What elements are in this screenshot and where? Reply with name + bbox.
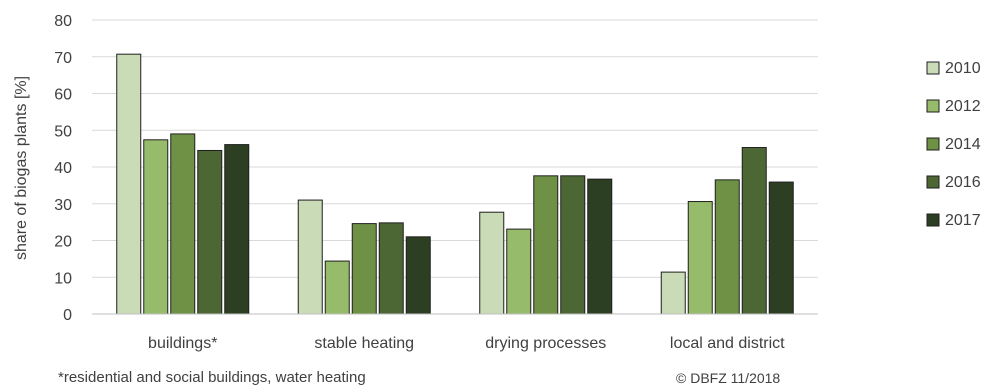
y-tick-label: 10 (54, 270, 72, 287)
legend-label: 2012 (945, 98, 981, 115)
bar-2017-2 (587, 178, 613, 315)
bar-2010-3 (660, 271, 686, 315)
bar-2017-0 (224, 144, 250, 315)
legend-label: 2014 (945, 136, 981, 153)
y-axis-ticks: 0 10 20 30 40 50 60 70 80 (54, 13, 72, 324)
y-tick-label: 70 (54, 50, 72, 67)
bar-2014-2 (533, 175, 559, 315)
legend: 2010 2012 2014 2016 2017 (926, 60, 981, 229)
legend-label: 2010 (945, 60, 981, 77)
bar-2012-3 (687, 201, 713, 315)
legend-label: 2016 (945, 174, 981, 191)
y-tick-label: 20 (54, 234, 72, 251)
category-label: drying processes (485, 335, 606, 352)
bars (116, 53, 794, 315)
y-tick-label: 30 (54, 197, 72, 214)
y-tick-label: 40 (54, 160, 72, 177)
bar-2014-1 (351, 223, 377, 315)
y-tick-label: 50 (54, 123, 72, 140)
y-axis-title: share of biogas plants [%] (13, 76, 30, 260)
legend-swatch-2017 (926, 213, 940, 227)
bar-2012-1 (324, 260, 350, 315)
bar-2012-2 (506, 228, 532, 315)
bar-2016-1 (378, 222, 404, 315)
bar-2014-3 (714, 179, 740, 315)
bar-2014-0 (170, 133, 196, 315)
legend-swatch-2012 (926, 99, 940, 113)
bar-2016-2 (560, 175, 586, 315)
y-tick-label: 60 (54, 87, 72, 104)
legend-label: 2017 (945, 212, 981, 229)
bar-2010-0 (116, 53, 142, 315)
footnote: *residential and social buildings, water… (58, 369, 366, 386)
bar-2010-1 (297, 199, 323, 315)
y-tick-label: 80 (54, 13, 72, 30)
category-label: stable heating (314, 335, 414, 352)
category-labels: buildings* stable heating drying processes… (148, 335, 785, 352)
category-label: buildings* (148, 335, 217, 352)
bar-2017-1 (405, 236, 431, 315)
y-tick-label: 0 (63, 307, 72, 324)
bar-2017-3 (768, 181, 794, 315)
category-label: local and district (670, 335, 785, 352)
legend-swatch-2014 (926, 137, 940, 151)
copyright-credit: © DBFZ 11/2018 (676, 370, 781, 386)
bar-2016-3 (741, 147, 767, 315)
legend-swatch-2016 (926, 175, 940, 189)
bar-2012-0 (143, 139, 169, 315)
bar-2010-2 (479, 211, 505, 315)
bar-2016-0 (197, 149, 223, 315)
legend-swatch-2010 (926, 61, 940, 75)
